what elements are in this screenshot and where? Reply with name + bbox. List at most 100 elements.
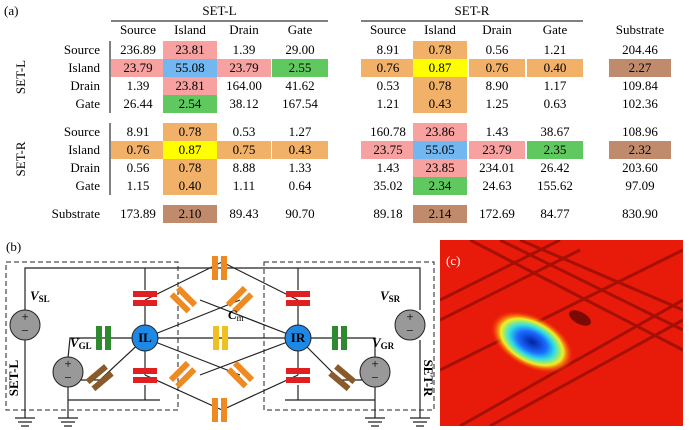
cell: 173.89 <box>120 206 156 221</box>
capacitor <box>213 326 219 350</box>
panel-label: (b) <box>6 239 21 254</box>
box-label: SET-L <box>6 359 21 396</box>
capacitors <box>86 256 357 422</box>
column-header: Gate <box>543 22 568 37</box>
cell: 23.81 <box>175 78 204 93</box>
cell: 23.75 <box>373 142 402 157</box>
row-label: Source <box>64 124 100 139</box>
cell: 108.96 <box>622 124 658 139</box>
cell: 0.53 <box>377 78 400 93</box>
cell: 167.54 <box>282 96 318 111</box>
cell: 0.63 <box>544 96 567 111</box>
cell: 0.78 <box>429 78 452 93</box>
column-header: Source <box>370 22 406 37</box>
cell: 0.87 <box>179 142 202 157</box>
row-label: Drain <box>70 160 100 175</box>
row-label: Gate <box>75 178 100 193</box>
cell: 2.27 <box>629 60 652 75</box>
cell: 160.78 <box>370 124 406 139</box>
cell: 0.76 <box>486 60 509 75</box>
svg-text:+: + <box>371 356 378 371</box>
capacitor <box>222 326 228 350</box>
cell: 38.12 <box>229 96 258 111</box>
cell: 2.35 <box>544 142 567 157</box>
cell: 236.89 <box>120 42 156 57</box>
svg-text:+: + <box>64 356 71 371</box>
cell: 1.27 <box>289 124 312 139</box>
cell: 0.78 <box>429 42 452 57</box>
cell: 8.91 <box>377 42 400 57</box>
row-label: Source <box>64 42 100 57</box>
row-label: Drain <box>70 78 100 93</box>
cell: 0.43 <box>429 96 452 111</box>
cell: 2.14 <box>429 206 452 221</box>
figure: (a) (b) SET-LSourceIslandDrainGateSET-RS… <box>0 0 689 430</box>
source-label: VGR <box>372 335 395 351</box>
circuit: IL IR Cm +− +− +− +− VSL VGL VSR VGR SET… <box>6 256 436 426</box>
cell: 0.75 <box>233 142 256 157</box>
source-label: VSR <box>380 288 401 304</box>
cell: 1.17 <box>544 78 567 93</box>
row-label: Island <box>68 142 100 157</box>
cell: 830.90 <box>622 206 658 221</box>
column-header: Drain <box>229 22 259 37</box>
cell: 0.56 <box>127 160 150 175</box>
cell: 2.32 <box>629 142 652 157</box>
cell: 204.46 <box>622 42 658 57</box>
source-label: VSL <box>30 288 50 304</box>
cell: 26.44 <box>123 96 153 111</box>
cell: 29.00 <box>285 42 314 57</box>
cell: 8.91 <box>127 124 150 139</box>
group-header: SET-L <box>202 3 236 18</box>
simulation-image <box>440 240 683 426</box>
capacitor <box>286 368 310 374</box>
row-label: Island <box>68 60 100 75</box>
cell: 24.63 <box>482 178 511 193</box>
panel-label: (a) <box>4 3 18 18</box>
cell: 2.34 <box>429 178 452 193</box>
cell: 1.39 <box>127 78 150 93</box>
cell: 23.86 <box>425 124 455 139</box>
row-group-label: SET-R <box>13 141 28 176</box>
table: SET-L Source Island Drain Gate SET-R Source Isl… <box>13 3 671 223</box>
cell: 2.54 <box>179 96 202 111</box>
cell: 0.76 <box>127 142 150 157</box>
coupling-label: Cm <box>228 307 244 323</box>
panel-label: (c) <box>446 253 460 268</box>
row-label: Gate <box>75 96 100 111</box>
island-label: IL <box>138 330 152 345</box>
column-header: Island <box>424 22 456 37</box>
cell: 0.40 <box>544 60 567 75</box>
cell: 203.60 <box>622 160 658 175</box>
cell: 1.43 <box>377 160 400 175</box>
cell: 1.43 <box>486 124 509 139</box>
column-header: Source <box>120 22 156 37</box>
cell: 1.21 <box>544 42 567 57</box>
cell: 23.79 <box>482 142 511 157</box>
group-header: SET-R <box>455 3 490 18</box>
cell: 35.02 <box>373 178 402 193</box>
capacitor <box>212 398 218 422</box>
capacitor <box>105 326 111 350</box>
cell: 234.01 <box>479 160 515 175</box>
cell: 38.67 <box>540 124 570 139</box>
cell: 1.21 <box>377 96 400 111</box>
cell: 55.08 <box>175 60 204 75</box>
svg-text:+: + <box>406 309 413 324</box>
cell: 0.43 <box>289 142 312 157</box>
cell: 1.39 <box>233 42 256 57</box>
svg-text:−: − <box>406 323 413 338</box>
cell: 0.76 <box>377 60 400 75</box>
cell: 26.42 <box>540 160 569 175</box>
cell: 1.15 <box>127 178 150 193</box>
cell: 164.00 <box>226 78 262 93</box>
cell: 55.05 <box>425 142 454 157</box>
capacitor <box>286 377 310 383</box>
cell: 102.36 <box>622 96 658 111</box>
capacitor <box>286 291 310 297</box>
cell: 89.18 <box>373 206 402 221</box>
capacitor <box>133 377 157 383</box>
capacitor <box>212 256 218 280</box>
cell: 8.88 <box>233 160 256 175</box>
cell: 84.77 <box>540 206 570 221</box>
